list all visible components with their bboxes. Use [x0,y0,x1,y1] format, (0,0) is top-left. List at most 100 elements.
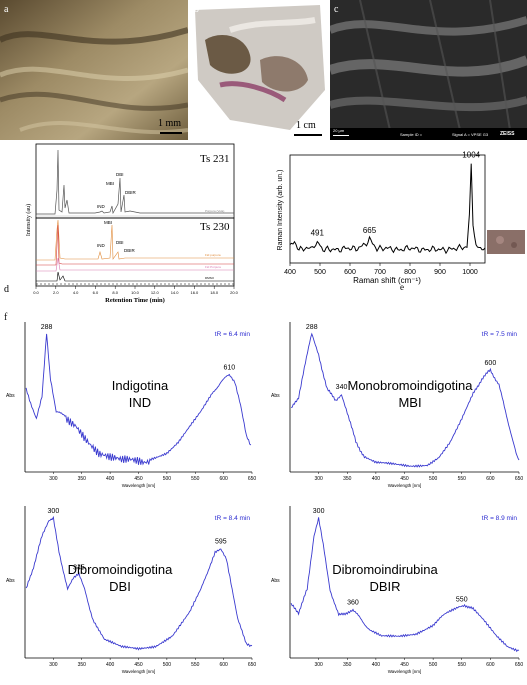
panel-f-label: f [4,312,8,323]
d-xtick-10: 20.0 [230,290,239,295]
f2-peak-label-1: 340 [336,384,348,391]
e-xtick-4: 800 [404,269,416,276]
f2-retention-time: tR = 7.5 min [482,331,518,338]
d-bottom-peak-ind: IND [97,243,106,248]
f4-peak-label-1: 360 [347,599,359,606]
f3-xtick-3: 450 [134,662,143,668]
d-top-peak-dbi: DBI [116,172,124,177]
d-trace-label-3: Ftd Púrpura [205,265,221,269]
f4-peak-label-2: 550 [456,596,468,603]
f2-xtick-3: 450 [400,476,409,482]
f4-xtick-5: 550 [458,662,467,668]
panel-a-scale-bar [160,132,182,134]
f3-spectrum-line [25,515,253,651]
d-bottom-peak-dbi: DBI [116,240,124,245]
f4-ylabel: Abs [271,578,280,584]
f3-subtitle: DBI [109,579,131,594]
f1-xtick-4: 500 [163,476,172,482]
panel-a-photo: a 1 mm [0,0,188,140]
f3-xtick-5: 550 [191,662,200,668]
f3-xlabel: Wavelength [nm] [122,669,156,674]
d-bottom-trace-orange [36,219,234,261]
f4-xtick-1: 350 [343,662,352,668]
e-xtick-3: 700 [374,269,386,276]
f1-spectrum-line [25,333,252,466]
panel-d-label: d [4,284,9,295]
panel-c-label: c [334,4,339,15]
f4-xtick-0: 300 [314,662,323,668]
panel-f1-spectrum: 300 350 400 450 500 550 600 650 Wavelength [nm] A… [0,314,260,494]
f2-xtick-4: 500 [429,476,438,482]
d-xtick-6: 12.0 [151,290,160,295]
panel-b-photo: b 1 cm [190,0,328,140]
d-top-title: Ts 231 [200,153,229,165]
f4-xtick-2: 400 [372,662,381,668]
panel-d-chromatogram: 0.0 2.0 4.0 6.0 8.0 10.0 12.0 14.0 16.0 … [0,140,245,315]
d-xtick-0: 0.0 [33,290,39,295]
f2-peak-label-0: 288 [306,324,318,331]
d-top-trace [36,149,234,215]
d-xtick-2: 4.0 [73,290,79,295]
panel-f2-spectrum: 300 350 400 450 500 550 600 650 Wavelength [nm] A… [265,314,527,494]
d-top-peak-mbi: MBI [106,181,114,186]
f3-peak-label-2: 595 [215,539,227,546]
f1-xtick-1: 350 [78,476,87,482]
e-xlabel: Raman shift (cm⁻¹) [353,276,421,285]
f2-title: Monobromoindigotina [347,378,473,393]
f1-xtick-7: 650 [248,476,257,482]
e-peak-label-1: 665 [363,226,377,235]
d-bottom-title: Ts 230 [200,221,230,233]
f3-retention-time: tR = 8.4 min [215,515,251,522]
panel-c-scale-bar-text: 20 µm [333,128,345,133]
f1-xlabel: Wavelength [nm] [122,483,156,488]
panel-c-info-1: Sample ID = [400,132,423,137]
d-top-peak-ind: IND [97,204,106,209]
d-bottom-peak-dbir: DBIR [124,248,136,253]
f2-xtick-2: 400 [372,476,381,482]
panel-c-info-2: Signal A = VPSE G3 [452,132,489,137]
f1-peak-label-0: 288 [41,324,53,331]
e-xtick-5: 900 [434,269,446,276]
f1-xtick-0: 300 [49,476,58,482]
d-xtick-5: 10.0 [131,290,140,295]
e-xtick-2: 600 [344,269,356,276]
f1-ylabel: Abs [6,393,15,399]
d-bottom-trace-red [36,224,234,266]
e-raman-line [289,163,486,255]
f4-xlabel: Wavelength [nm] [388,669,422,674]
panel-b-scale-text: 1 cm [296,120,316,131]
panel-f4-spectrum: 300 350 400 450 500 550 600 650 Wavelength [nm] A… [265,498,527,680]
e-inset-photo [487,230,525,254]
d-trace-label-2: Ftd purpura [205,253,221,257]
f2-xlabel: Wavelength [nm] [388,483,422,488]
d-x-ticks [35,286,235,289]
d-xtick-4: 8.0 [112,290,118,295]
f1-xtick-6: 600 [219,476,228,482]
f4-peak-label-0: 300 [313,508,325,515]
panel-a-scale-text: 1 mm [158,118,182,129]
f4-spectrum-line [290,517,520,653]
f3-xtick-1: 350 [78,662,87,668]
panel-c-scale-bar [333,135,349,136]
f2-ylabel: Abs [271,393,280,399]
e-xtick-1: 500 [314,269,326,276]
panel-b-label: b [194,4,199,15]
f1-xtick-2: 400 [106,476,115,482]
e-xtick-0: 400 [284,269,296,276]
f1-title: Indigotina [112,378,169,393]
f3-peak-label-0: 300 [48,508,60,515]
d-xtick-3: 6.0 [93,290,99,295]
f3-ylabel: Abs [6,578,15,584]
f2-xtick-7: 650 [515,476,524,482]
f2-subtitle: MBI [398,395,421,410]
f4-subtitle: DBIR [369,579,400,594]
f4-retention-time: tR = 8.9 min [482,515,518,522]
d-ylabel: Intensity (au) [25,204,32,236]
f3-xtick-7: 650 [248,662,257,668]
d-xtick-8: 16.0 [191,290,200,295]
f1-xtick-5: 550 [191,476,200,482]
e-plot-frame [289,154,486,264]
d-xtick-1: 2.0 [53,290,59,295]
panel-c-sem-image: 20 µm Sample ID = Signal A = VPSE G3 ZEI… [330,0,527,140]
e-ylabel: Raman Intensity (arb. un.) [277,170,284,251]
